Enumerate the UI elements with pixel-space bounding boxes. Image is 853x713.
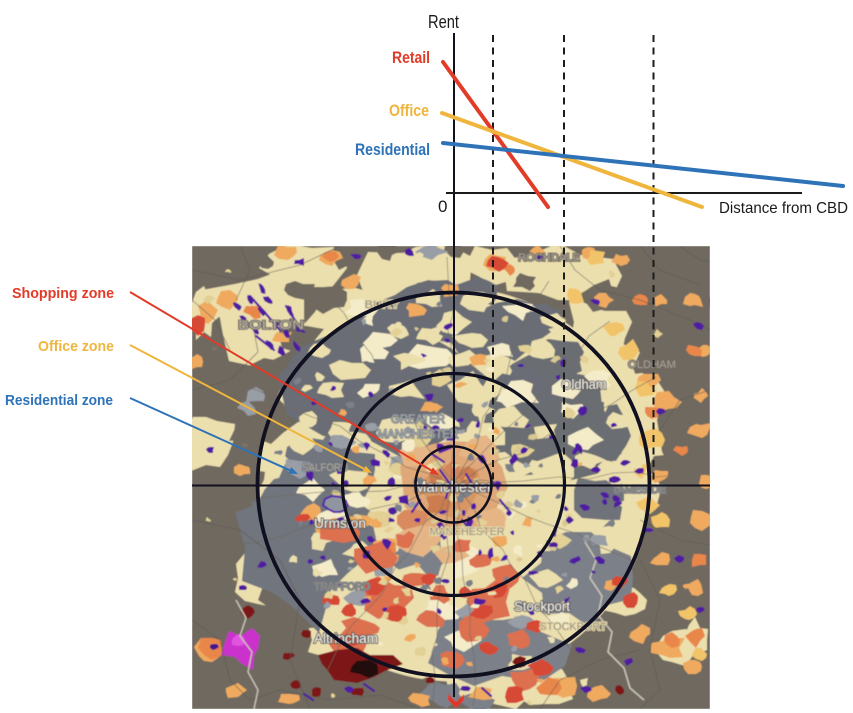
svg-text:BOLTON: BOLTON	[238, 318, 304, 332]
svg-text:Residential zone: Residential zone	[5, 392, 113, 409]
svg-text:0: 0	[438, 197, 447, 216]
svg-text:Residential: Residential	[355, 140, 430, 159]
svg-text:Distance from CBD: Distance from CBD	[719, 200, 848, 217]
svg-text:Shopping zone: Shopping zone	[12, 285, 114, 302]
svg-text:ROCHDALE: ROCHDALE	[518, 252, 580, 264]
svg-text:Urmston: Urmston	[314, 516, 366, 531]
svg-text:Office zone: Office zone	[38, 338, 114, 355]
svg-text:MANCHESTER: MANCHESTER	[430, 526, 505, 538]
svg-text:Stockport: Stockport	[514, 599, 570, 614]
svg-text:SALFORD: SALFORD	[302, 462, 348, 474]
svg-text:OLDHAM: OLDHAM	[628, 359, 676, 371]
svg-text:GREATER: GREATER	[391, 412, 445, 426]
svg-text:Rent: Rent	[428, 12, 459, 32]
svg-text:Retail: Retail	[392, 48, 430, 67]
svg-text:MANCHESTER: MANCHESTER	[378, 427, 459, 441]
svg-text:Oldham: Oldham	[562, 377, 607, 392]
svg-text:TRAFFORD: TRAFFORD	[314, 581, 370, 593]
svg-text:STOCKPORT: STOCKPORT	[540, 621, 607, 633]
svg-text:Office: Office	[389, 101, 429, 120]
